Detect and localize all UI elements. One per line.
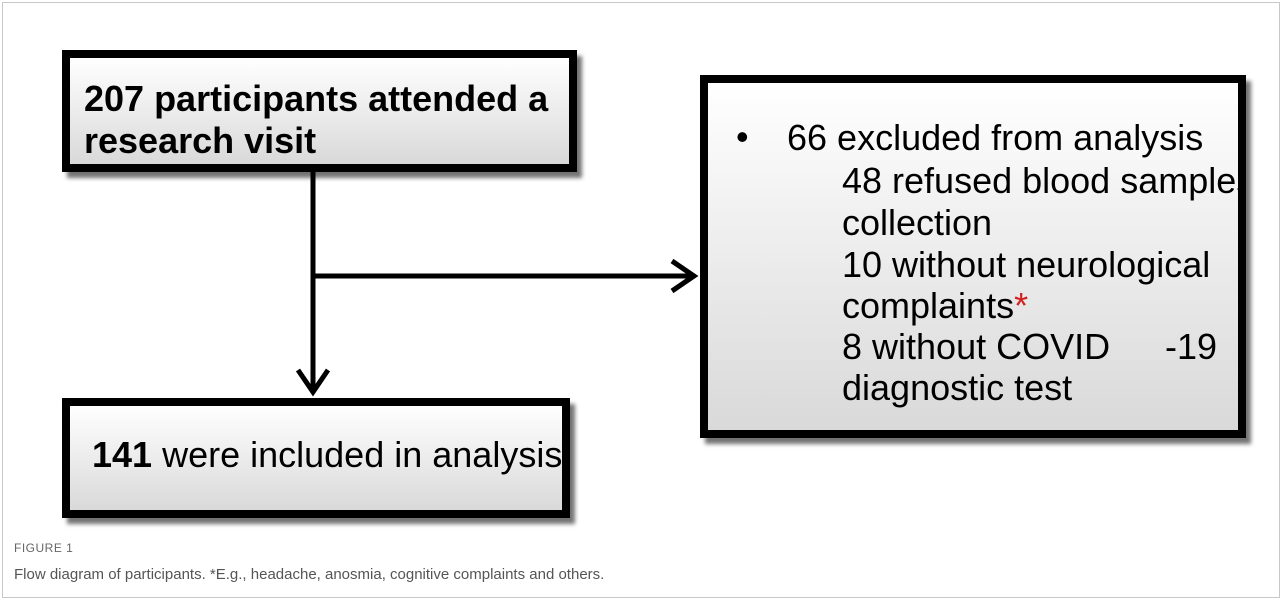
box-attended: 207 participants attended a research vis… [62, 50, 577, 172]
bullet: • [736, 116, 749, 157]
box-text: complaints* [842, 285, 1028, 327]
text: complaints [842, 285, 1015, 326]
box-text: -19 [1165, 326, 1218, 367]
figure-frame [2, 2, 1280, 598]
box-included: 141 were included in analysis [62, 398, 570, 518]
arrowhead-right [670, 258, 699, 294]
box-text: 141 were included in analysis [92, 434, 562, 476]
box-text: research visit [84, 120, 317, 161]
marker: * [1014, 285, 1029, 326]
box-text: 8 without COVID [842, 326, 1111, 367]
box-text: 207 participants attended a [84, 78, 549, 119]
box-text: diagnostic test [842, 367, 1073, 408]
box-excluded: • 66 excluded from analysis 48 refused b… [700, 75, 1246, 438]
count: 141 [92, 434, 153, 475]
caption: Flow diagram of participants. *E.g., hea… [14, 566, 605, 583]
caption-label: FIGURE 1 [14, 541, 74, 555]
box-heading: 66 excluded from analysis [787, 117, 1204, 158]
box-text: collection [842, 202, 993, 243]
box-text: 10 without neurological [842, 244, 1211, 285]
box-text: 48 refused blood samples [842, 160, 1246, 201]
label: were included in analysis [162, 434, 563, 475]
arrowhead-down [295, 368, 331, 397]
